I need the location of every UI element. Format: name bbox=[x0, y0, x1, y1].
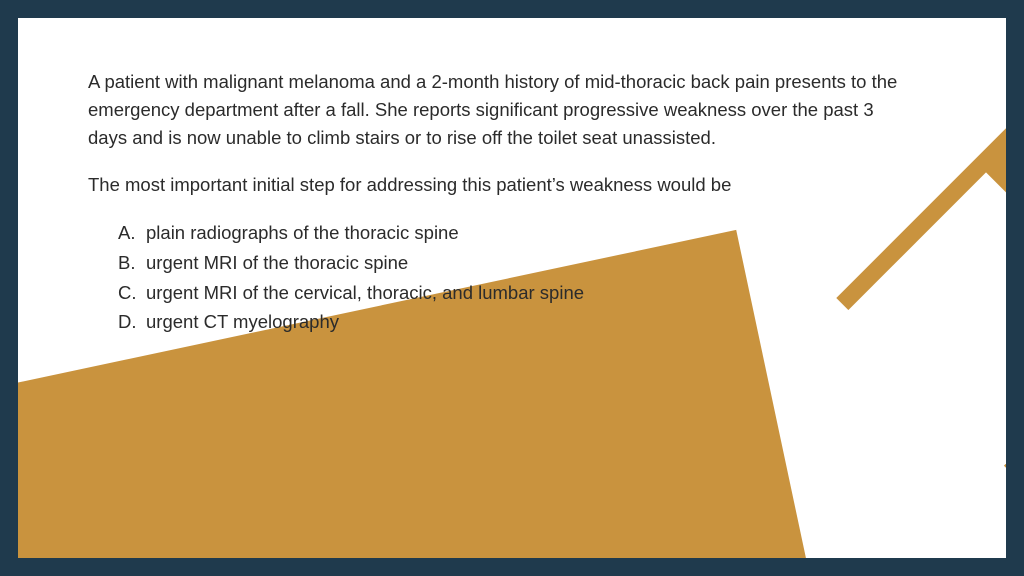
slide-frame: A patient with malignant melanoma and a … bbox=[0, 0, 1024, 576]
option-letter: D. bbox=[118, 308, 146, 336]
clinical-vignette: A patient with malignant melanoma and a … bbox=[88, 68, 916, 151]
option-letter: C. bbox=[118, 279, 146, 307]
option-d: D. urgent CT myelography bbox=[118, 308, 916, 336]
slide-body: A patient with malignant melanoma and a … bbox=[18, 18, 1006, 558]
answer-options: A. plain radiographs of the thoracic spi… bbox=[118, 219, 916, 336]
option-a: A. plain radiographs of the thoracic spi… bbox=[118, 219, 916, 247]
option-b: B. urgent MRI of the thoracic spine bbox=[118, 249, 916, 277]
option-text: plain radiographs of the thoracic spine bbox=[146, 219, 459, 247]
option-text: urgent MRI of the cervical, thoracic, an… bbox=[146, 279, 584, 307]
slide-content: A patient with malignant melanoma and a … bbox=[88, 68, 916, 338]
option-c: C. urgent MRI of the cervical, thoracic,… bbox=[118, 279, 916, 307]
option-letter: B. bbox=[118, 249, 146, 277]
question-stem: The most important initial step for addr… bbox=[88, 171, 916, 199]
option-text: urgent CT myelography bbox=[146, 308, 339, 336]
option-text: urgent MRI of the thoracic spine bbox=[146, 249, 408, 277]
option-letter: A. bbox=[118, 219, 146, 247]
